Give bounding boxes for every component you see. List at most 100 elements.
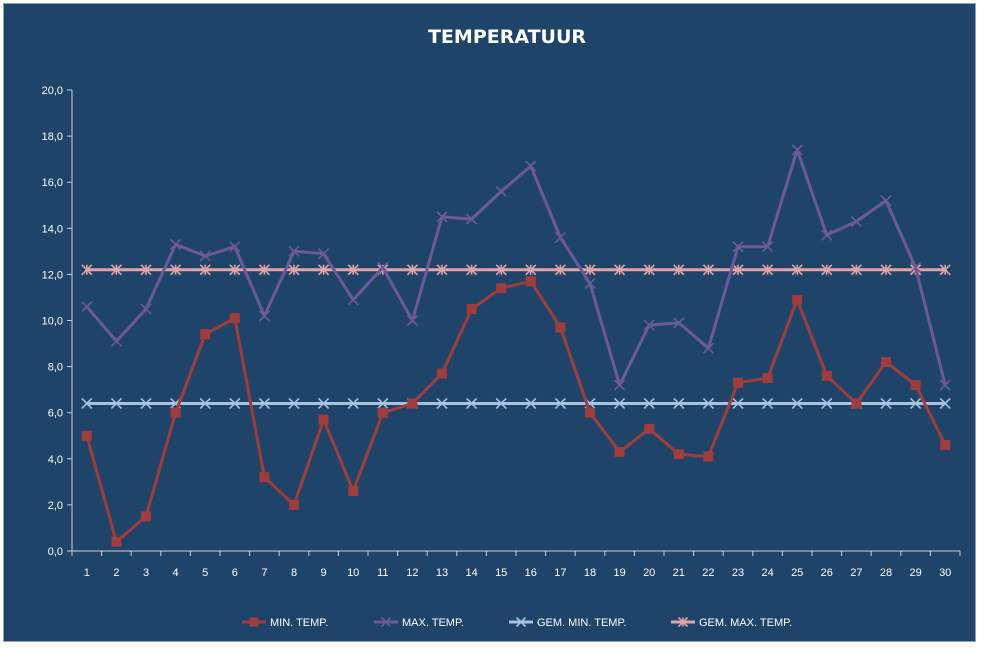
- data-point: [515, 616, 527, 628]
- data-point: [584, 264, 596, 276]
- data-point: [81, 264, 93, 276]
- legend: MIN. TEMP. MAX. TEMP. GEM. MIN. TEMP. GEM. …: [242, 616, 792, 629]
- data-point: [406, 314, 418, 327]
- data-point: [110, 397, 122, 410]
- data-point: [525, 160, 537, 172]
- x-tick-label: 19: [613, 567, 625, 579]
- data-point: [821, 370, 832, 381]
- legend-label: GEM. MAX. TEMP.: [699, 617, 792, 629]
- y-tick-label: 8,0: [48, 362, 63, 374]
- x-tick-label: 30: [939, 567, 951, 579]
- data-point: [644, 423, 655, 434]
- data-point: [318, 414, 329, 425]
- data-point: [437, 368, 447, 379]
- data-point: [348, 486, 359, 497]
- data-point: [110, 335, 122, 347]
- data-point: [289, 499, 299, 510]
- x-tick-label: 13: [436, 567, 448, 579]
- legend-entry: GEM. MAX. TEMP.: [671, 616, 792, 629]
- data-point: [554, 264, 566, 276]
- data-point: [703, 451, 714, 462]
- y-tick-label: 4,0: [48, 454, 63, 466]
- data-point: [732, 241, 744, 253]
- chart-area: TEMPERATUUR 0,0 2,0 4,0 6,0 8,0 10,0 12,0 14,0 1…: [3, 3, 976, 642]
- data-point: [673, 449, 684, 460]
- data-point: [110, 264, 122, 276]
- data-point: [229, 241, 241, 253]
- data-point: [466, 264, 478, 276]
- x-tick-label: 27: [850, 567, 862, 579]
- legend-entry: MAX. TEMP.: [374, 616, 464, 629]
- data-point: [762, 241, 774, 253]
- data-point: [81, 301, 93, 313]
- data-point: [851, 398, 862, 409]
- data-point: [288, 264, 300, 276]
- x-tick-label: 28: [880, 567, 892, 579]
- x-tick-label: 15: [495, 567, 507, 579]
- data-point: [318, 248, 330, 260]
- data-point: [880, 264, 892, 276]
- data-point: [702, 342, 714, 354]
- x-tick-label: 8: [291, 567, 297, 579]
- data-point: [229, 313, 240, 324]
- x-tick-label: 10: [347, 567, 359, 579]
- data-point: [377, 261, 389, 274]
- line-chart: TEMPERATUUR 0,0 2,0 4,0 6,0 8,0 10,0 12,0 14,0 1…: [42, 26, 961, 629]
- data-point: [614, 397, 626, 410]
- legend-label: MIN. TEMP.: [270, 617, 328, 629]
- data-point: [436, 264, 448, 276]
- data-point: [940, 439, 951, 450]
- data-point: [495, 185, 507, 197]
- data-point: [584, 278, 596, 290]
- data-point: [347, 397, 359, 410]
- data-point: [791, 264, 803, 276]
- data-point: [200, 329, 211, 340]
- x-tick-label: 6: [232, 567, 238, 579]
- y-tick-label: 12,0: [42, 269, 63, 281]
- data-point: [673, 317, 685, 329]
- data-point: [347, 264, 359, 276]
- data-point: [792, 294, 803, 305]
- x-tick-label: 5: [202, 567, 208, 579]
- data-point: [762, 397, 774, 410]
- data-point: [170, 238, 182, 251]
- data-point: [939, 264, 951, 276]
- x-tick-label: 29: [909, 567, 921, 579]
- data-point: [318, 264, 330, 276]
- data-point: [762, 264, 774, 276]
- data-point: [249, 617, 259, 627]
- x-tick-label: 14: [465, 567, 477, 579]
- data-point: [140, 397, 152, 410]
- data-point: [554, 231, 566, 244]
- data-point: [81, 397, 93, 410]
- data-point: [199, 264, 211, 276]
- x-tick-label: 20: [643, 567, 655, 579]
- data-point: [141, 511, 151, 522]
- x-tick-label: 12: [406, 567, 418, 579]
- x-tick-label: 16: [525, 567, 537, 579]
- data-point: [677, 616, 689, 628]
- y-tick-label: 18,0: [42, 131, 63, 143]
- data-point: [259, 472, 270, 483]
- data-point: [762, 373, 773, 384]
- data-point: [673, 264, 685, 276]
- legend-label: GEM. MIN. TEMP.: [537, 617, 626, 629]
- series-gem-max-temp: [81, 264, 951, 276]
- series-line: [85, 279, 947, 544]
- data-point: [258, 310, 270, 322]
- data-point: [673, 397, 685, 410]
- data-point: [821, 229, 833, 241]
- axes: 0,0 2,0 4,0 6,0 8,0 10,0 12,0 14,0 16,0 18,0 20,0 1…: [42, 85, 961, 579]
- data-point: [525, 276, 536, 287]
- data-point: [643, 264, 655, 276]
- data-point: [229, 397, 241, 410]
- data-point: [495, 397, 507, 410]
- x-tick-label: 22: [702, 567, 714, 579]
- series-max-temp: [81, 144, 951, 391]
- data-point: [525, 264, 537, 276]
- x-tick-label: 4: [173, 567, 179, 579]
- data-point: [821, 397, 833, 410]
- data-point: [140, 303, 152, 315]
- x-tick-label: 18: [584, 567, 596, 579]
- y-tick-label: 14,0: [42, 223, 63, 235]
